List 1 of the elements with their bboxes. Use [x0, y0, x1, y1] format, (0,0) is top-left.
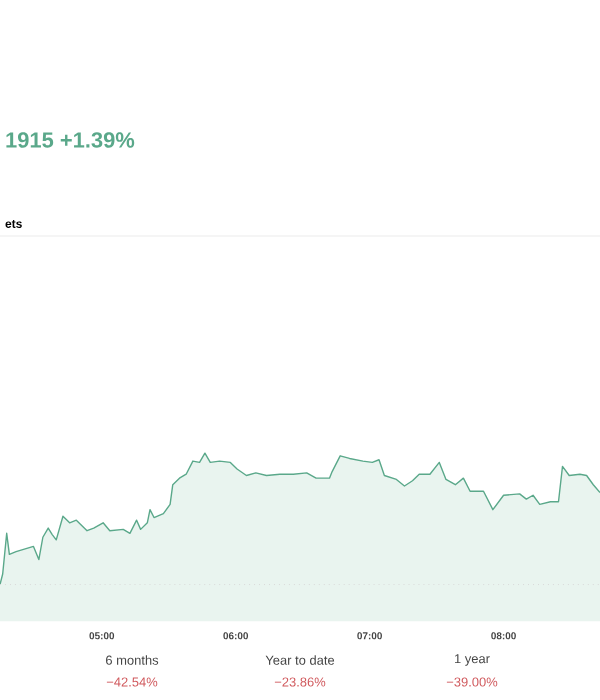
chart-title: 1915 +1.39% [6, 132, 135, 148]
